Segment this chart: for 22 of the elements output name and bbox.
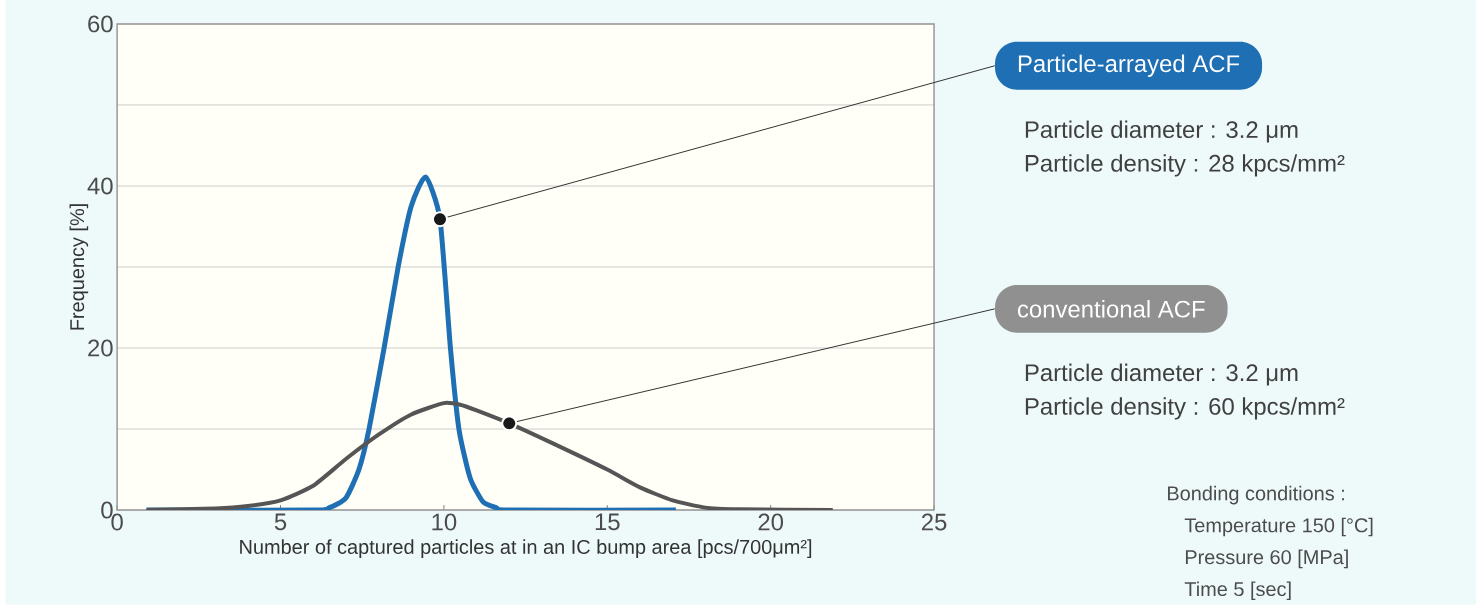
x-tick-label: 15 xyxy=(595,513,620,531)
text: Pressure 60 [MPa] xyxy=(1185,549,1348,569)
x-tick-label: 5 xyxy=(274,513,287,531)
y-tick-label: 60 xyxy=(88,15,113,33)
text: Time 5 [sec] xyxy=(1184,581,1291,601)
text: Particle density : 60 kpcs/mm² xyxy=(1025,397,1345,420)
text: Particle diameter : 3.2 μm xyxy=(1025,363,1298,386)
text: Particle density : 28 kpcs/mm² xyxy=(1025,154,1345,177)
x-tick-label: 10 xyxy=(432,513,457,531)
text: Temperature 150 [°C] xyxy=(1184,517,1373,537)
x-tick-label: 20 xyxy=(758,513,784,531)
y-tick-label: 20 xyxy=(88,339,113,357)
text: Bonding conditions : xyxy=(1168,485,1344,505)
line-series xyxy=(144,401,835,511)
annotation: Particle-arrayed ACF xyxy=(1018,54,1240,78)
text: Particle diameter : 3.2 μm xyxy=(1025,120,1298,143)
y-tick-label: 0 xyxy=(101,501,113,519)
x-tick-label: 25 xyxy=(921,513,947,531)
annotation: conventional ACF xyxy=(1017,300,1205,318)
y-axis-title: Frequency [%] xyxy=(69,204,89,330)
x-axis-title: Number of captured particles at in an IC bump area [pcs/700μm²] xyxy=(240,539,812,559)
y-tick-label: 40 xyxy=(87,177,113,195)
